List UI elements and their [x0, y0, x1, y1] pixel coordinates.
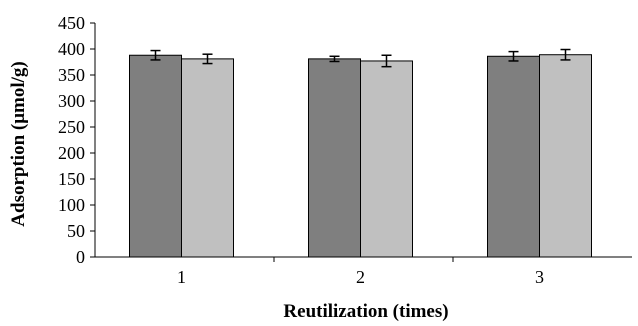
x-tick-label: 1: [177, 267, 186, 287]
bar: [539, 54, 592, 258]
y-tick-label: 350: [58, 65, 85, 85]
y-tick-label: 150: [58, 169, 85, 189]
y-tick-label: 200: [58, 143, 85, 163]
bar: [181, 58, 234, 258]
x-tick-label: 3: [535, 267, 544, 287]
y-tick-label: 300: [58, 91, 85, 111]
bar: [360, 60, 413, 258]
x-tick-label: 2: [356, 267, 365, 287]
y-tick-label: 250: [58, 117, 85, 137]
x-axis-title: Reutilization (times): [283, 301, 448, 322]
y-tick-label: 0: [76, 247, 85, 267]
y-axis-ticks: 0 50 100 150 200 250 300 350 400 450: [58, 13, 95, 267]
y-tick-label: 100: [58, 195, 85, 215]
y-tick-label: 450: [58, 13, 85, 33]
bars: [129, 54, 592, 258]
bar: [308, 58, 361, 258]
y-axis-title: Adsorption (μmol/g): [8, 61, 29, 226]
bar: [487, 55, 540, 258]
y-tick-label: 50: [67, 221, 85, 241]
x-axis-ticks: 1 2 3: [177, 257, 544, 287]
error-bars: [150, 48, 571, 68]
bar: [129, 54, 182, 258]
y-tick-label: 400: [58, 39, 85, 59]
